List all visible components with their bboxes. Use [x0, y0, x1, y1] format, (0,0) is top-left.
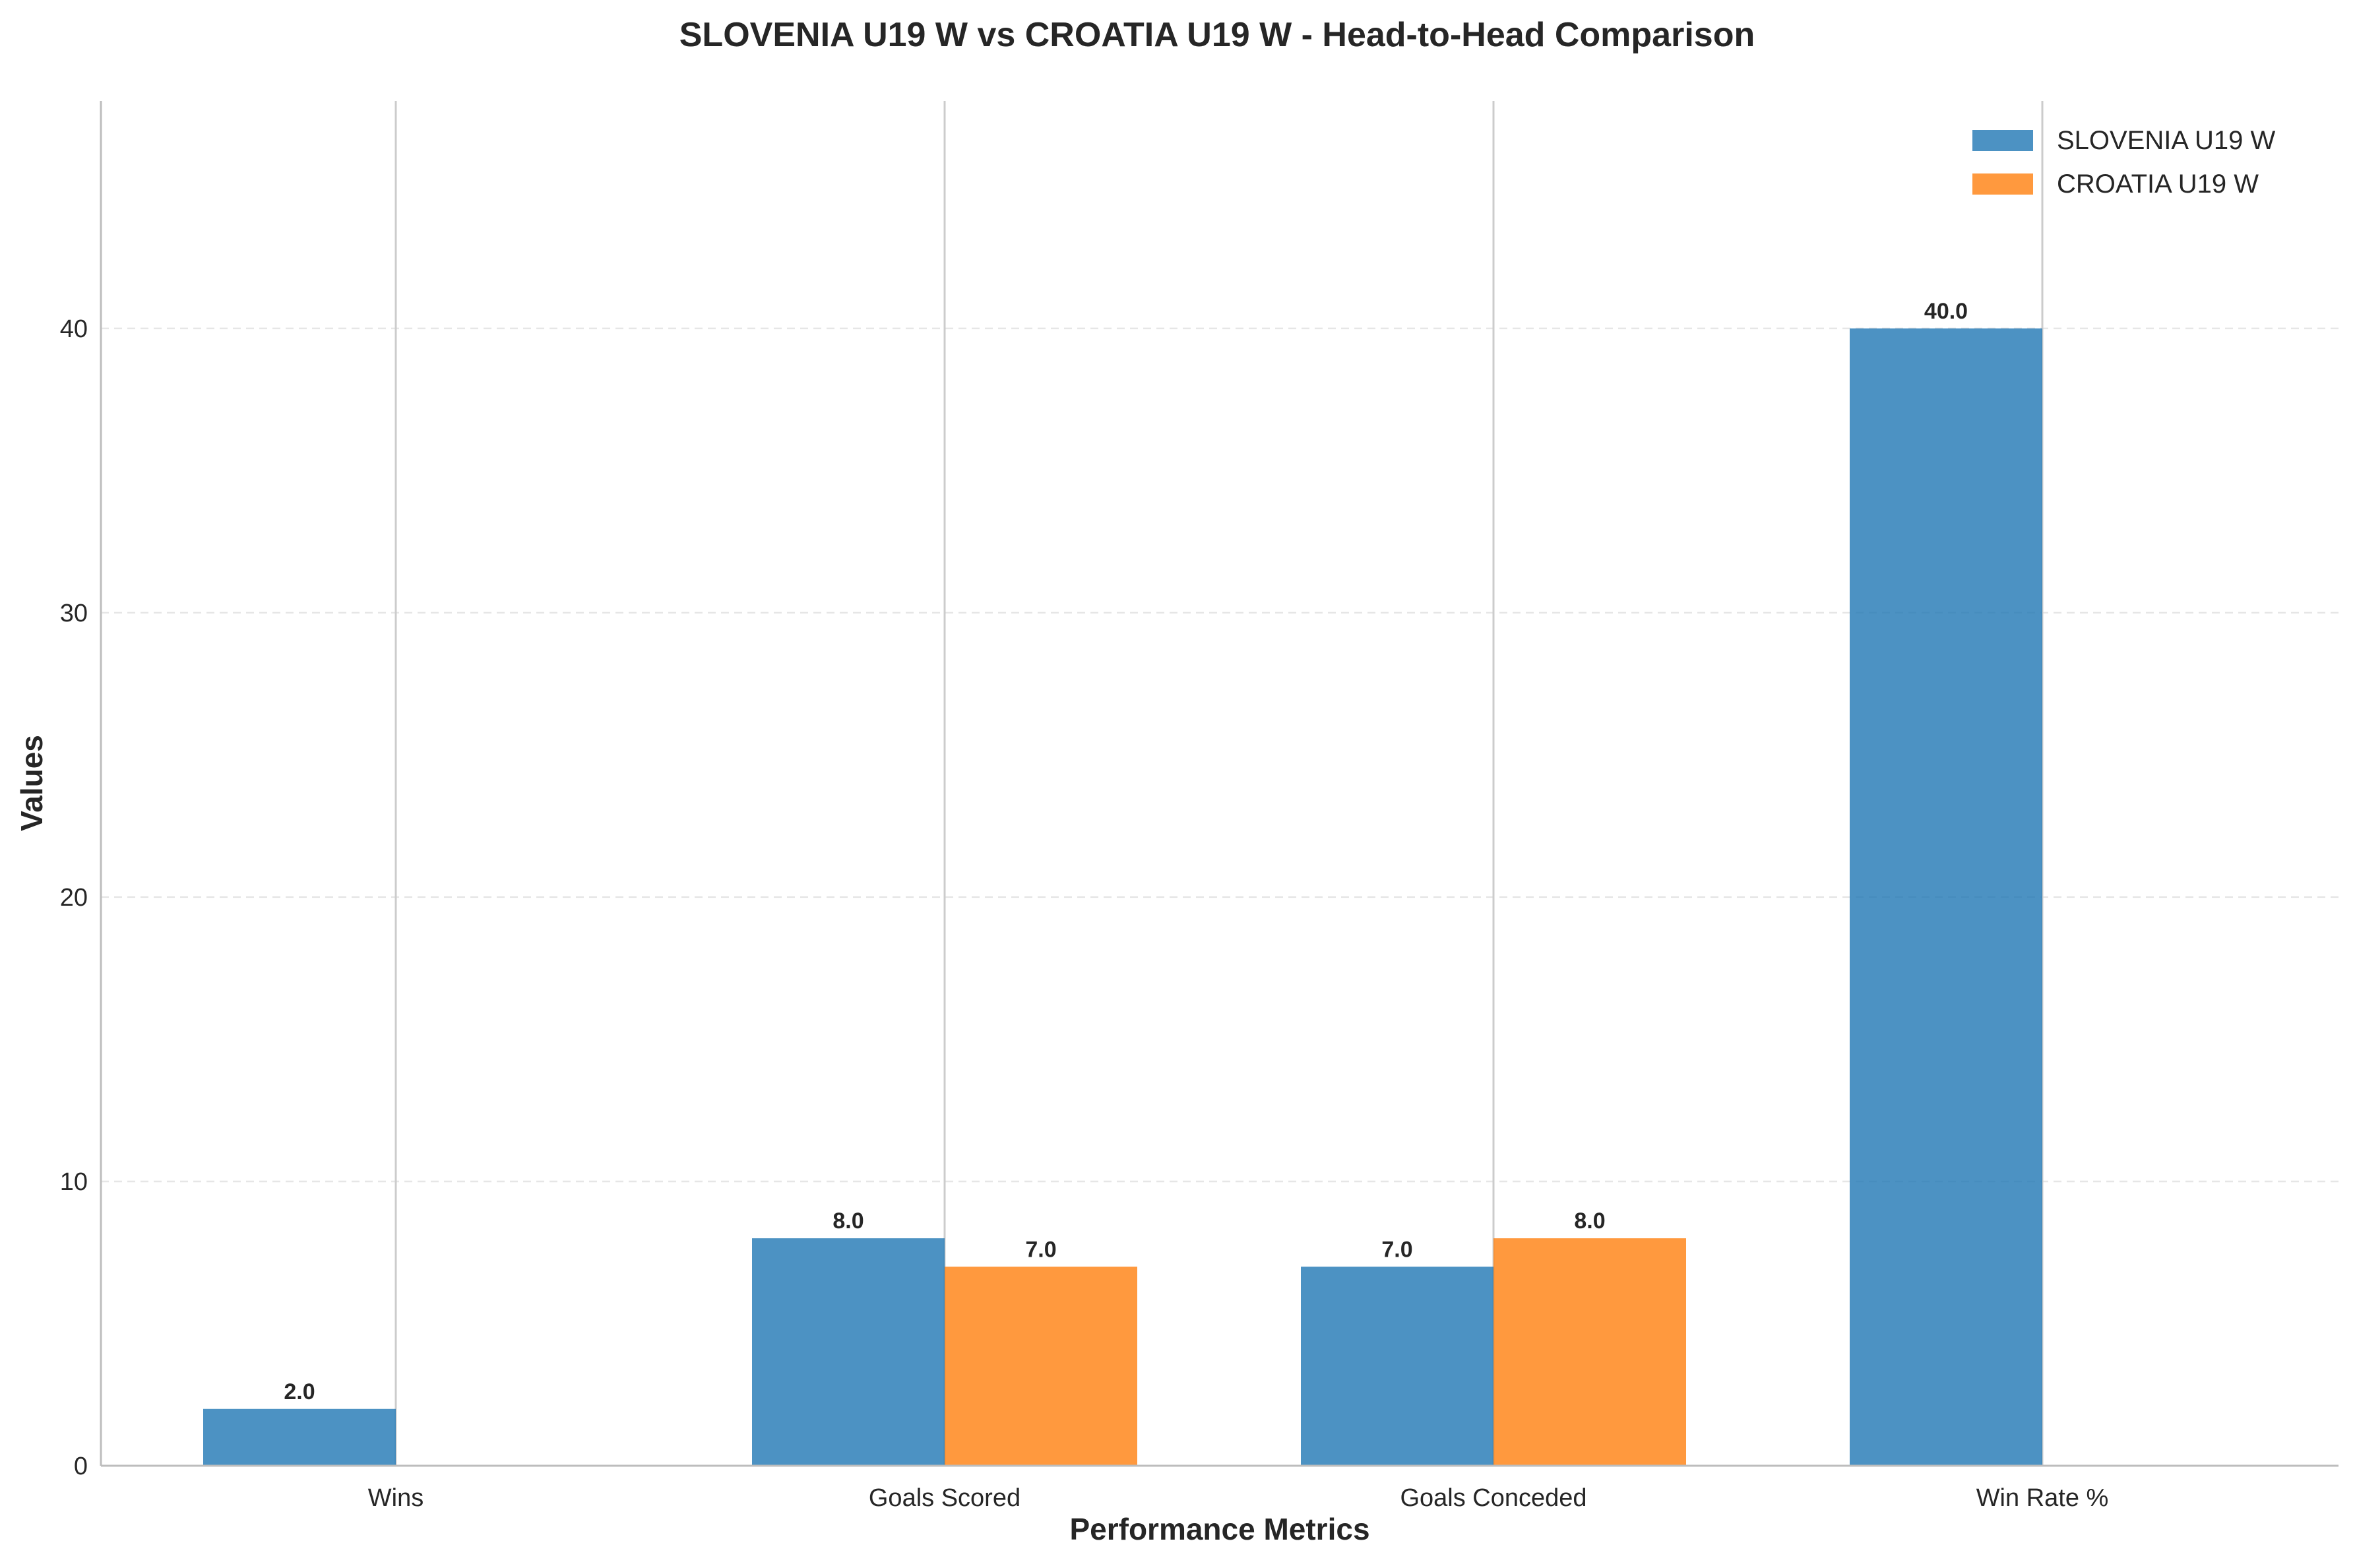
y-axis-ticks: 0 10 20 30 40	[60, 315, 88, 1480]
x-tick-label: Win Rate %	[1976, 1484, 2109, 1512]
y-tick-label: 0	[74, 1453, 88, 1480]
data-label: 2.0	[284, 1379, 315, 1404]
y-axis-label: Values	[15, 735, 49, 831]
chart-title: SLOVENIA U19 W vs CROATIA U19 W - Head-t…	[679, 16, 1755, 54]
x-tick-label: Goals Conceded	[1400, 1484, 1586, 1512]
data-label: 8.0	[832, 1208, 864, 1234]
legend-label: CROATIA U19 W	[2057, 170, 2259, 199]
legend: SLOVENIA U19 W CROATIA U19 W	[1972, 126, 2275, 199]
legend-swatch	[1972, 130, 2033, 151]
y-tick-label: 40	[60, 315, 88, 343]
y-tick-label: 30	[60, 600, 88, 627]
x-axis-ticks: Wins Goals Scored Goals Conceded Win Rate %	[368, 1484, 2109, 1512]
bar	[203, 1408, 396, 1466]
y-tick-label: 10	[60, 1168, 88, 1196]
x-axis-label: Performance Metrics	[1069, 1512, 1369, 1546]
data-label: 7.0	[1381, 1237, 1412, 1262]
y-tick-label: 20	[60, 884, 88, 912]
x-tick-label: Goals Scored	[869, 1484, 1020, 1512]
x-tick-label: Wins	[368, 1484, 424, 1512]
bar	[1493, 1238, 1686, 1466]
data-labels: 2.0 8.0 7.0 40.0 7.0 8.0	[284, 299, 1968, 1404]
bar	[945, 1267, 1137, 1466]
data-label: 40.0	[1924, 299, 1968, 324]
bar	[1301, 1267, 1493, 1466]
data-label: 7.0	[1025, 1237, 1056, 1262]
bar	[1850, 328, 2042, 1466]
legend-swatch	[1972, 173, 2033, 195]
bar	[752, 1238, 945, 1466]
legend-label: SLOVENIA U19 W	[2057, 126, 2275, 155]
bars	[203, 328, 2042, 1466]
data-label: 8.0	[1574, 1208, 1605, 1234]
